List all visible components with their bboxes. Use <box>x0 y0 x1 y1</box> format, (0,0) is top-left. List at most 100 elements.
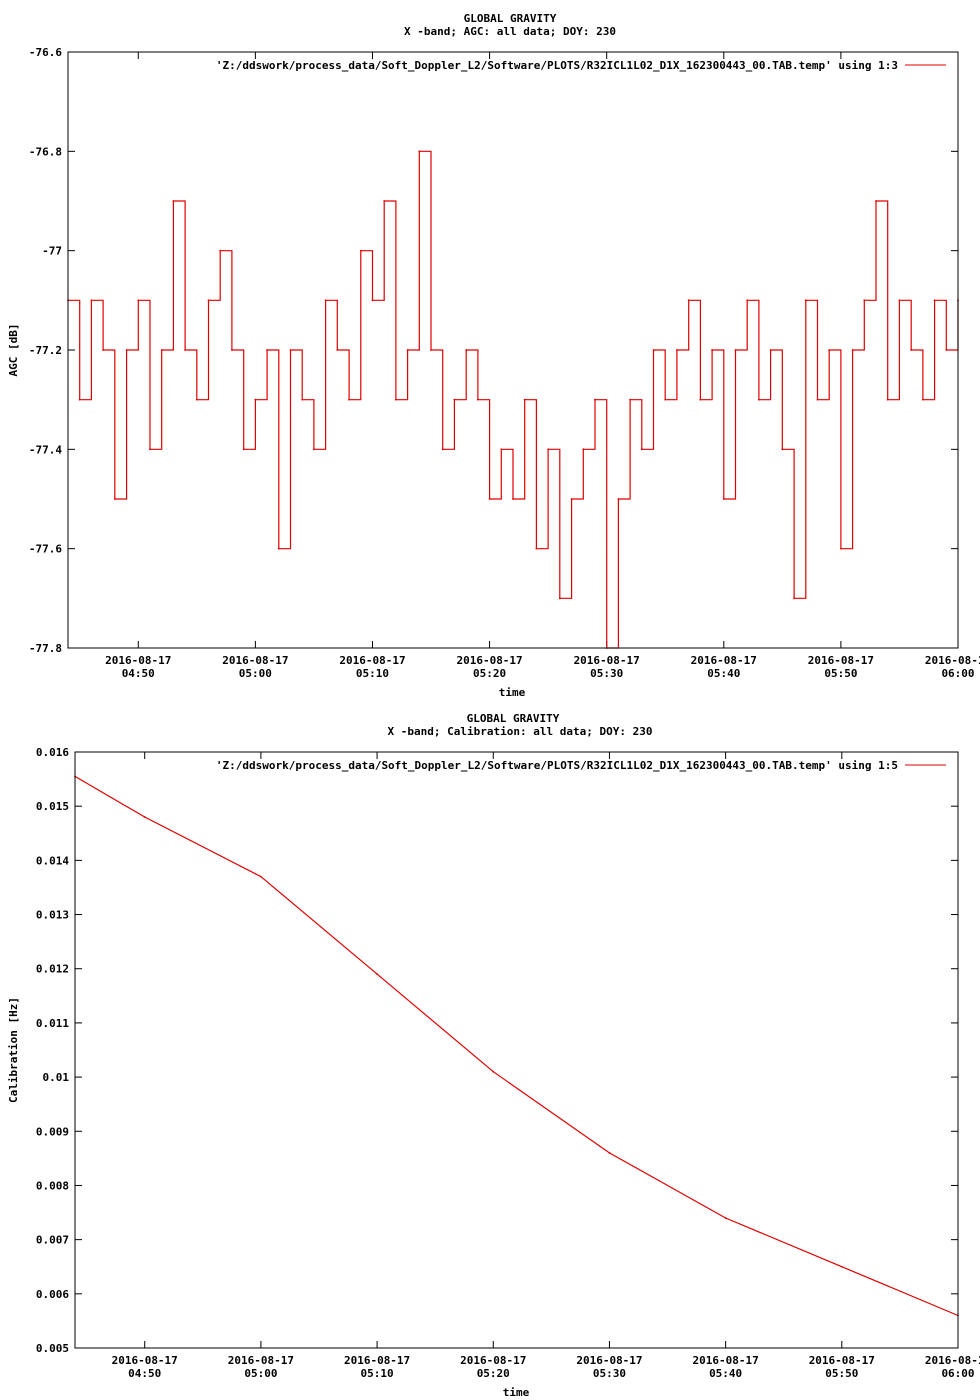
x-tick-time-label: 04:50 <box>128 1367 161 1380</box>
x-tick-time-label: 05:20 <box>477 1367 510 1380</box>
x-tick-time-label: 05:50 <box>825 1367 858 1380</box>
x-tick-date-label: 2016-08-17 <box>456 654 522 667</box>
data-point <box>608 1152 611 1154</box>
data-point <box>640 448 643 451</box>
y-tick-label: 0.012 <box>36 963 69 976</box>
data-point <box>488 498 491 500</box>
y-ticks: -76.6 -76.8 -77 -77.2 -77.4 -77.6 -77.8 <box>29 46 958 655</box>
x-tick-date-label: 2016-08-17 <box>222 654 288 667</box>
series-group <box>67 150 959 649</box>
data-point <box>851 349 854 351</box>
y-axis-label: AGC [dB] <box>7 324 20 377</box>
y-ticks: 0.016 0.015 0.014 0.013 0.012 0.011 0.01 0.009 0… <box>36 746 958 1355</box>
y-tick-label: 0.014 <box>36 854 69 867</box>
legend: 'Z:/ddswork/process_data/Soft_Doppler_L2… <box>216 759 946 772</box>
data-point <box>90 299 93 302</box>
y-tick-label: -77.4 <box>29 443 62 456</box>
data-point <box>441 448 444 451</box>
x-tick-date-label: 2016-08-17 <box>574 654 640 667</box>
chart-title: GLOBAL GRAVITY <box>464 12 557 25</box>
data-point <box>722 498 725 500</box>
data-point <box>465 349 468 351</box>
x-tick-date-label: 2016-08-17 <box>693 1354 759 1367</box>
data-point <box>313 448 315 451</box>
data-point <box>324 299 327 302</box>
data-point <box>137 299 140 302</box>
data-point <box>78 398 81 401</box>
data-point <box>430 349 432 351</box>
data-point <box>629 398 632 401</box>
y-tick-label: 0.016 <box>36 746 69 759</box>
y-tick-label: -76.6 <box>29 46 62 59</box>
data-point <box>242 448 245 451</box>
data-point <box>828 349 831 351</box>
x-tick-time-label: 05:30 <box>590 667 623 680</box>
data-point <box>676 349 678 351</box>
data-point <box>664 398 667 401</box>
x-tick-date-label: 2016-08-17 <box>460 1354 526 1367</box>
x-tick-date-label: 2016-08-17 <box>925 654 980 667</box>
data-point <box>758 398 760 401</box>
x-tick-time-label: 06:00 <box>941 1367 974 1380</box>
y-tick-label: 0.01 <box>43 1071 70 1084</box>
x-tick-time-label: 05:30 <box>593 1367 626 1380</box>
data-point <box>277 547 280 550</box>
legend-label: 'Z:/ddswork/process_data/Soft_Doppler_L2… <box>216 759 898 772</box>
y-tick-label: 0.006 <box>36 1288 69 1301</box>
y-tick-label: 0.008 <box>36 1179 69 1192</box>
agc-chart: GLOBAL GRAVITY X -band; AGC: all data; D… <box>7 12 980 699</box>
y-tick-label: -77.6 <box>29 543 62 556</box>
y-tick-label: 0.011 <box>36 1017 69 1030</box>
data-point <box>301 398 304 401</box>
data-point <box>195 398 198 401</box>
data-point <box>699 398 702 401</box>
data-point <box>476 398 479 401</box>
data-point <box>149 448 151 451</box>
x-tick-date-label: 2016-08-17 <box>691 654 757 667</box>
data-point <box>839 547 842 550</box>
data-point <box>594 398 596 401</box>
data-point <box>724 1217 727 1219</box>
y-tick-label: 0.009 <box>36 1125 69 1138</box>
calibration-chart: GLOBAL GRAVITY X -band; Calibration: all… <box>7 712 980 1399</box>
data-point <box>348 398 350 401</box>
data-point <box>500 448 503 451</box>
x-tick-time-label: 05:40 <box>709 1367 742 1380</box>
data-point <box>172 200 175 202</box>
x-tick-time-label: 05:00 <box>239 667 272 680</box>
data-point <box>570 498 573 500</box>
x-tick-time-label: 05:10 <box>361 1367 394 1380</box>
data-point <box>910 349 913 351</box>
y-tick-label: -77.8 <box>29 642 62 655</box>
data-point <box>453 398 456 401</box>
data-point <box>289 349 292 351</box>
chart-title: GLOBAL GRAVITY <box>467 712 560 725</box>
data-point <box>266 349 268 351</box>
legend-label: 'Z:/ddswork/process_data/Soft_Doppler_L2… <box>216 59 898 72</box>
data-point <box>394 398 397 401</box>
x-tick-time-label: 06:00 <box>941 667 974 680</box>
data-point <box>102 349 105 351</box>
y-tick-label: 0.007 <box>36 1234 69 1247</box>
data-point <box>652 349 655 351</box>
data-point <box>376 973 378 976</box>
series-group <box>74 775 959 1317</box>
data-point <box>406 349 409 351</box>
x-tick-date-label: 2016-08-17 <box>339 654 405 667</box>
x-tick-date-label: 2016-08-17 <box>809 1354 875 1367</box>
data-point <box>336 349 339 351</box>
chart-subtitle: X -band; Calibration: all data; DOY: 230 <box>388 725 653 738</box>
data-point <box>711 349 713 351</box>
data-point <box>687 299 690 302</box>
data-point <box>945 349 948 351</box>
data-point <box>746 299 749 302</box>
x-tick-time-label: 05:50 <box>824 667 857 680</box>
data-point <box>863 299 866 302</box>
data-point <box>875 200 877 202</box>
plot-frame <box>67 51 959 649</box>
x-axis-label: time <box>503 1386 530 1399</box>
data-point <box>523 398 526 401</box>
data-point <box>921 398 924 401</box>
data-point <box>160 349 163 351</box>
